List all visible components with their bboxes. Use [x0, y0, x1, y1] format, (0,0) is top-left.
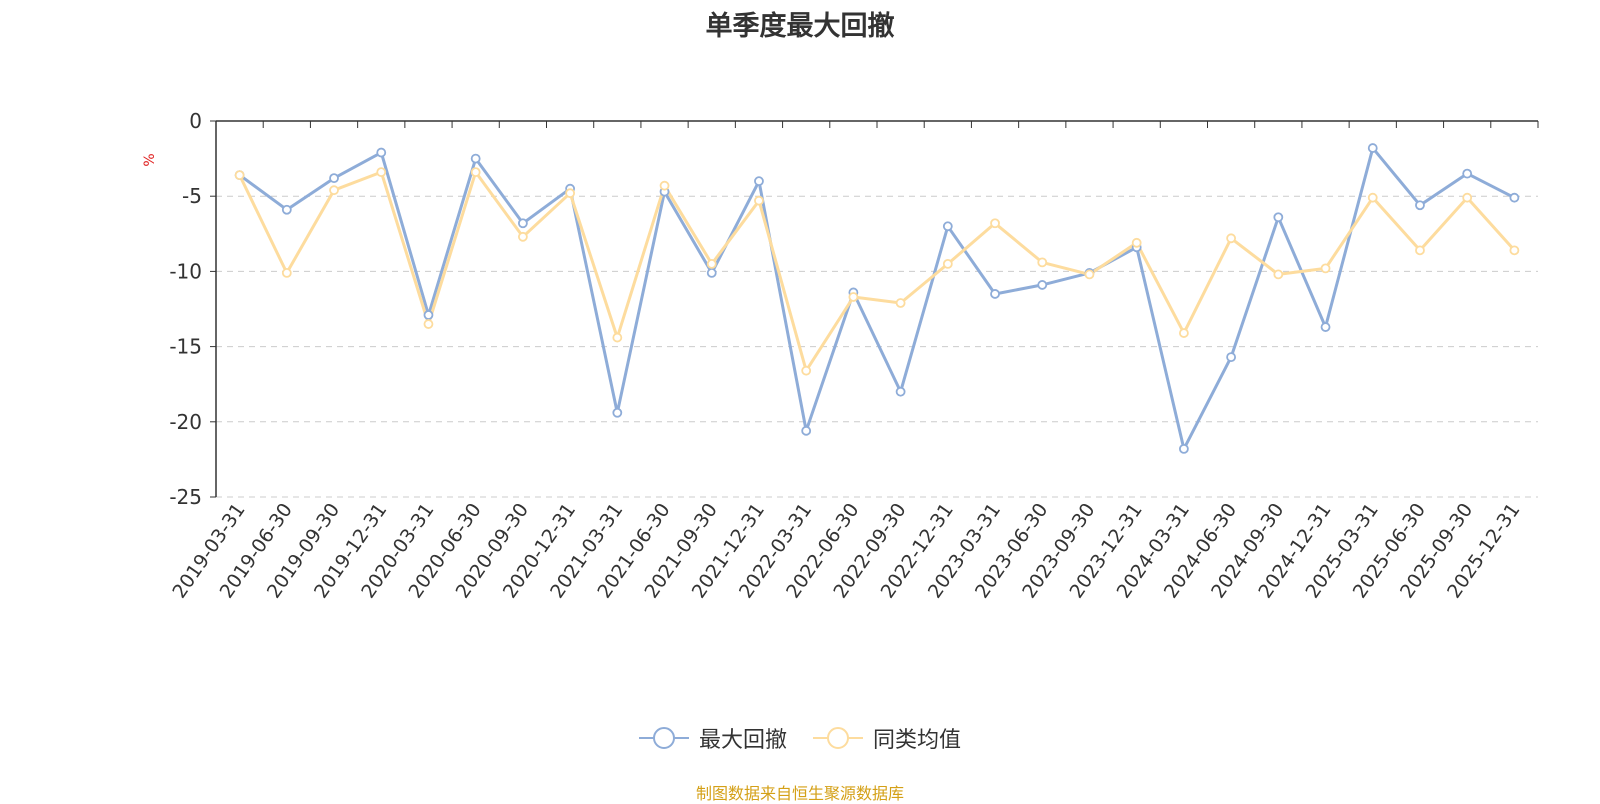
data-point-series-1[interactable]: [1226, 233, 1237, 244]
legend: 最大回撤 同类均值: [0, 722, 1600, 754]
y-axis-label: %: [142, 153, 158, 166]
data-point-series-1[interactable]: [612, 332, 623, 343]
data-point-series-1[interactable]: [990, 218, 1000, 229]
data-point-series-1[interactable]: [376, 167, 387, 178]
data-point-series-1[interactable]: [1037, 257, 1048, 268]
data-point-series-1[interactable]: [1131, 237, 1142, 248]
legend-label-series-1: 同类均值: [873, 728, 962, 753]
data-point-series-0[interactable]: [895, 386, 906, 397]
legend-line-circle-icon: [813, 727, 863, 749]
y-tick-label: -10: [169, 259, 202, 283]
data-point-series-0[interactable]: [1462, 168, 1473, 179]
y-tick-label: -15: [169, 335, 202, 359]
legend-line-circle-icon: [638, 727, 689, 749]
data-point-series-1[interactable]: [423, 319, 434, 329]
y-tick-label: -25: [169, 485, 202, 509]
data-point-series-0[interactable]: [376, 147, 387, 158]
data-point-series-1[interactable]: [848, 292, 859, 302]
data-point-series-1[interactable]: [1178, 328, 1189, 338]
grid-lines: [216, 195, 1538, 498]
series-lines: [234, 143, 1520, 454]
y-tick-label: 0: [189, 109, 202, 133]
data-point-series-1[interactable]: [1084, 269, 1095, 280]
data-point-series-1[interactable]: [470, 167, 481, 178]
legend-item-series-1[interactable]: 同类均值: [813, 722, 961, 754]
data-point-series-1[interactable]: [706, 258, 717, 269]
data-point-series-0[interactable]: [801, 425, 812, 436]
data-point-series-0[interactable]: [1226, 352, 1237, 363]
data-point-series-1[interactable]: [1367, 192, 1378, 203]
data-point-series-1[interactable]: [754, 195, 764, 206]
data-point-series-1[interactable]: [234, 170, 245, 181]
data-point-series-0[interactable]: [281, 204, 292, 215]
data-point-series-0[interactable]: [990, 289, 1000, 299]
data-point-series-1[interactable]: [329, 185, 339, 196]
data-point-series-1[interactable]: [895, 298, 906, 308]
data-point-series-1[interactable]: [1320, 263, 1331, 274]
data-point-series-0[interactable]: [1367, 143, 1378, 153]
data-point-series-0[interactable]: [470, 153, 481, 164]
data-point-series-1[interactable]: [1415, 245, 1425, 256]
data-point-series-1[interactable]: [1509, 245, 1520, 256]
legend-label-series-0: 最大回撤: [698, 728, 787, 753]
data-point-series-1[interactable]: [1462, 192, 1473, 203]
data-point-series-1[interactable]: [659, 180, 670, 191]
data-point-series-0[interactable]: [1320, 322, 1331, 332]
legend-item-series-0[interactable]: 最大回撤: [638, 722, 787, 754]
data-point-series-0[interactable]: [423, 310, 434, 320]
source-note: 制图数据来自恒生聚源数据库: [695, 784, 904, 803]
data-point-series-1[interactable]: [942, 258, 953, 269]
chart-title: 单季度最大回撤: [705, 11, 895, 42]
data-point-series-0[interactable]: [1178, 443, 1189, 454]
data-point-series-1[interactable]: [281, 268, 292, 278]
data-point-series-0[interactable]: [612, 407, 623, 418]
y-tick-label: -20: [169, 410, 202, 434]
data-point-series-0[interactable]: [942, 221, 953, 232]
data-point-series-0[interactable]: [1509, 192, 1520, 203]
data-point-series-1[interactable]: [801, 365, 812, 376]
y-tick-label: -5: [182, 184, 202, 208]
data-point-series-0[interactable]: [329, 173, 339, 184]
data-point-series-0[interactable]: [706, 268, 717, 278]
data-point-series-0[interactable]: [1037, 280, 1048, 290]
data-point-series-1[interactable]: [1273, 269, 1284, 280]
data-point-series-0[interactable]: [754, 176, 764, 187]
line-chart: % 0-5-10-15-20-252019-03-312019-06-30201…: [142, 109, 1539, 602]
data-point-series-0[interactable]: [1273, 212, 1284, 223]
axes: 0-5-10-15-20-252019-03-312019-06-302019-…: [168, 109, 1539, 602]
data-point-series-0[interactable]: [517, 218, 528, 229]
series-line-1: [238, 170, 1516, 373]
data-point-series-0[interactable]: [1415, 200, 1425, 211]
data-point-series-1[interactable]: [565, 188, 576, 199]
data-point-series-1[interactable]: [517, 231, 528, 242]
